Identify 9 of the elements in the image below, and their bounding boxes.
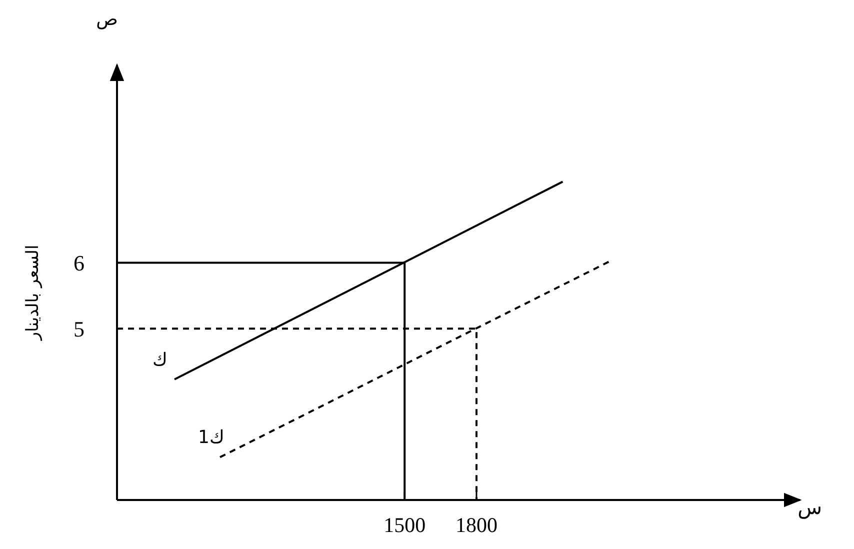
x-tick-label: 1800 (455, 513, 498, 537)
y-axis-title: السعر بالدينار (23, 244, 43, 342)
y-tick-label: 6 (74, 250, 84, 276)
y-tick-label: 5 (74, 316, 84, 342)
x-axis-title: س (798, 495, 822, 519)
x-tick-label: 1500 (384, 513, 426, 537)
text: ص (96, 9, 118, 30)
series-label: ك (152, 349, 168, 370)
series-label: ك1 (198, 427, 224, 448)
